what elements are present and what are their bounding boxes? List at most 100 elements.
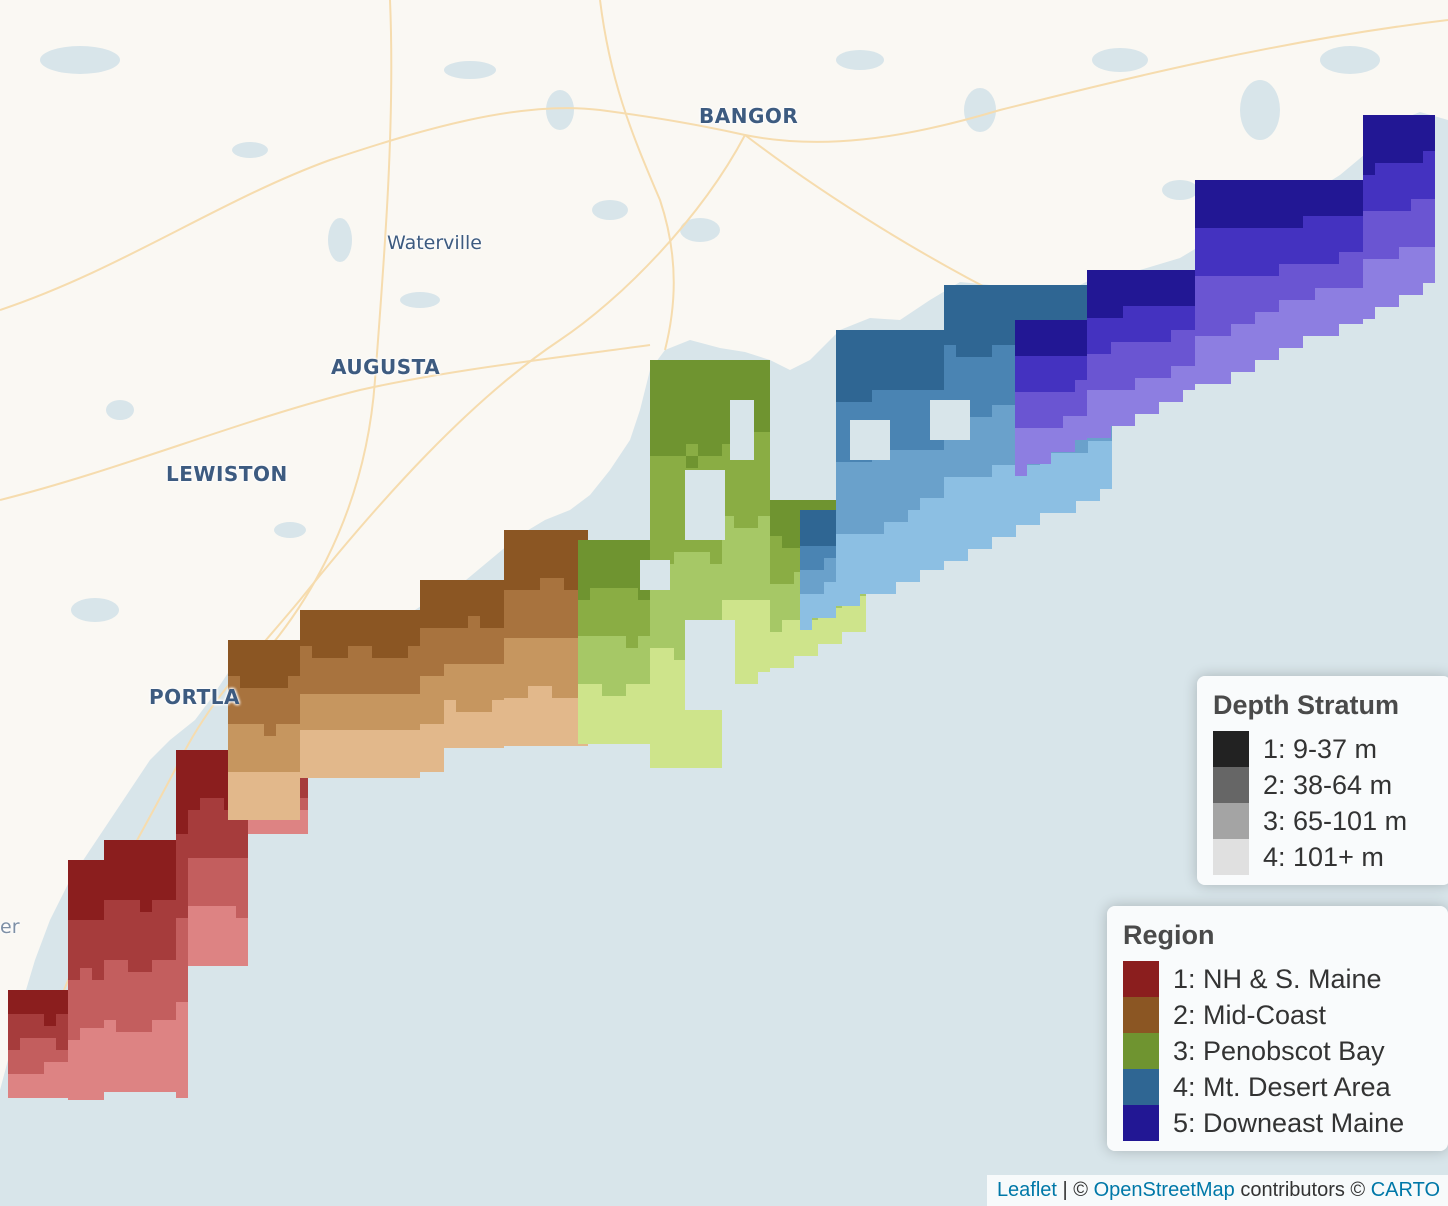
- grid-cell: [1399, 115, 1411, 127]
- lake: [106, 400, 134, 420]
- grid-cell: [176, 1026, 188, 1038]
- grid-cell: [516, 530, 528, 542]
- grid-cell: [1027, 404, 1039, 416]
- grid-cell: [686, 708, 698, 720]
- grid-cell: [650, 360, 662, 372]
- lake: [1162, 180, 1198, 200]
- grid-cell: [896, 570, 908, 582]
- grid-cell: [770, 632, 782, 644]
- grid-cell: [516, 542, 528, 554]
- grid-cell: [698, 456, 710, 468]
- grid-cell: [1267, 348, 1279, 360]
- grid-cell: [662, 444, 674, 456]
- grid-cell: [1004, 321, 1016, 333]
- leaflet-link[interactable]: Leaflet: [996, 1179, 1057, 1201]
- grid-cell: [992, 297, 1004, 309]
- grid-cell: [908, 330, 920, 342]
- grid-cell: [758, 360, 770, 372]
- grid-cell: [848, 534, 860, 546]
- grid-cell: [264, 724, 276, 736]
- grid-cell: [408, 754, 420, 766]
- grid-cell: [188, 906, 200, 918]
- grid-cell: [800, 522, 812, 534]
- grid-cell: [1207, 264, 1219, 276]
- grid-cell: [252, 712, 264, 724]
- grid-cell: [1052, 477, 1064, 489]
- grid-cell: [650, 384, 662, 396]
- grid-cell: [968, 309, 980, 321]
- grid-cell: [1375, 163, 1387, 175]
- grid-cell: [540, 734, 552, 746]
- grid-cell: [68, 1064, 80, 1076]
- grid-cell: [44, 1062, 56, 1074]
- grid-cell: [540, 662, 552, 674]
- grid-cell: [1207, 216, 1219, 228]
- grid-cell: [176, 1062, 188, 1074]
- grid-cell: [1004, 405, 1016, 417]
- grid-cell: [1195, 180, 1207, 192]
- grid-cell: [848, 402, 860, 414]
- grid-cell: [516, 686, 528, 698]
- carto-link[interactable]: CARTO: [1370, 1179, 1440, 1201]
- grid-cell: [116, 864, 128, 876]
- grid-cell: [432, 748, 444, 760]
- grid-cell: [276, 652, 288, 664]
- grid-cell: [68, 884, 80, 896]
- grid-cell: [1303, 300, 1315, 312]
- grid-cell: [944, 381, 956, 393]
- grid-cell: [1195, 204, 1207, 216]
- grid-cell: [552, 734, 564, 746]
- grid-cell: [848, 594, 860, 606]
- grid-cell: [516, 614, 528, 626]
- grid-cell: [650, 396, 662, 408]
- grid-cell: [92, 968, 104, 980]
- grid-cell: [444, 676, 456, 688]
- grid-cell: [1219, 324, 1231, 336]
- grid-cell: [980, 405, 992, 417]
- grid-cell: [396, 694, 408, 706]
- grid-cell: [236, 954, 248, 966]
- grid-cell: [128, 948, 140, 960]
- grid-cell: [920, 414, 932, 426]
- grid-cell: [212, 870, 224, 882]
- grid-cell: [504, 542, 516, 554]
- grid-cell: [734, 648, 746, 660]
- grid-cell: [164, 960, 176, 972]
- grid-cell: [1387, 175, 1399, 187]
- grid-cell: [1183, 366, 1195, 378]
- grid-cell: [650, 372, 662, 384]
- grid-cell: [408, 622, 420, 634]
- grid-cell: [1219, 348, 1231, 360]
- grid-cell: [932, 354, 944, 366]
- grid-cell: [1171, 366, 1183, 378]
- grid-cell: [1195, 372, 1207, 384]
- grid-cell: [1147, 402, 1159, 414]
- grid-cell: [674, 744, 686, 756]
- grid-cell: [944, 309, 956, 321]
- grid-cell: [1099, 294, 1111, 306]
- grid-cell: [80, 956, 92, 968]
- grid-cell: [836, 414, 848, 426]
- grid-cell: [20, 1014, 32, 1026]
- grid-cell: [698, 384, 710, 396]
- openstreetmap-link[interactable]: OpenStreetMap: [1093, 1179, 1235, 1201]
- grid-cell: [1159, 366, 1171, 378]
- island-hole: [685, 620, 735, 710]
- grid-cell: [80, 860, 92, 872]
- grid-cell: [1291, 204, 1303, 216]
- grid-cell: [1363, 199, 1375, 211]
- grid-cell: [200, 942, 212, 954]
- island-hole: [930, 400, 970, 440]
- grid-cell: [1027, 344, 1039, 356]
- grid-cell: [836, 462, 848, 474]
- grid-cell: [236, 906, 248, 918]
- grid-cell: [336, 670, 348, 682]
- grid-cell: [980, 465, 992, 477]
- grid-cell: [578, 552, 590, 564]
- grid-cell: [956, 465, 968, 477]
- grid-cell: [336, 742, 348, 754]
- grid-cell: [236, 930, 248, 942]
- grid-cell: [444, 592, 456, 604]
- grid-cell: [264, 736, 276, 748]
